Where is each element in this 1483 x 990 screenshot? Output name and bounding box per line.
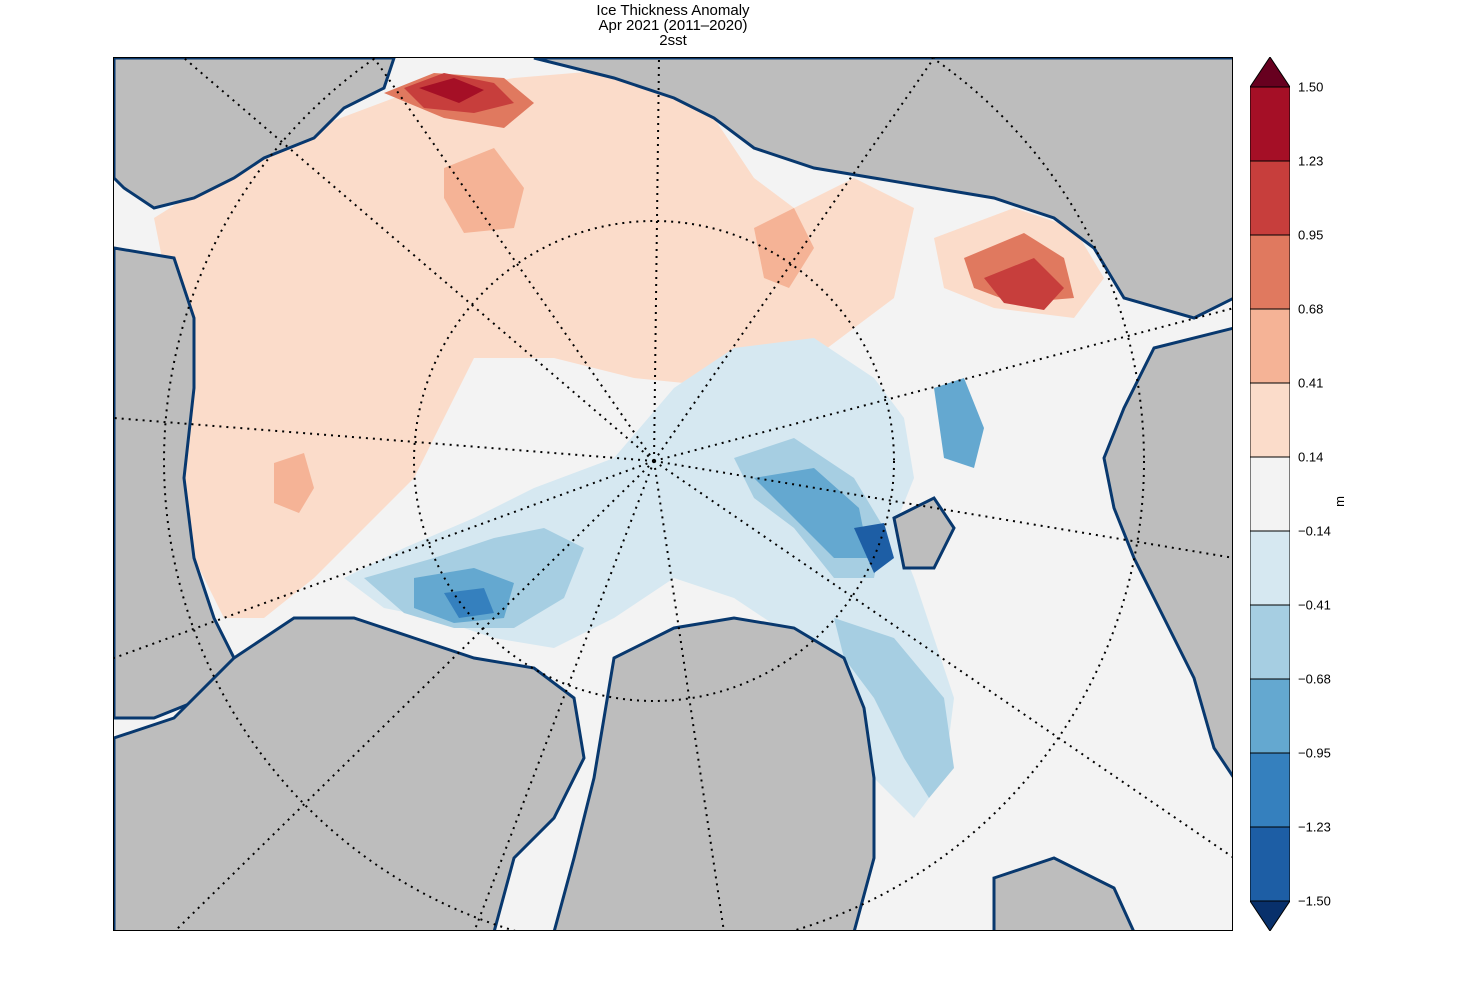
- land-masses: [114, 58, 1232, 930]
- meridian-12: [653, 58, 935, 462]
- colorbar-extend-low: [1250, 900, 1290, 931]
- positive-anomaly-region: [154, 68, 914, 618]
- meridian-9: [653, 460, 1232, 858]
- colorbar-tick-label: −0.68: [1298, 671, 1331, 687]
- colorbar-tick-label: 0.41: [1298, 375, 1324, 391]
- colorbar-segment: [1250, 752, 1290, 828]
- colorbar-tick-label: −1.50: [1298, 893, 1331, 909]
- colorbar-tick-label: −0.95: [1298, 745, 1331, 761]
- colorbar-segment: [1250, 308, 1290, 384]
- positive-anomaly-region-2: [444, 148, 524, 233]
- arctic-map: [114, 58, 1232, 930]
- colorbar-tick-label: −0.14: [1298, 523, 1331, 539]
- parallel-70: [163, 58, 1145, 930]
- colorbar-tick-label: −1.23: [1298, 819, 1331, 835]
- map-panel: [113, 57, 1233, 931]
- map-title-line3: 2sst: [659, 32, 687, 49]
- colorbar-unit: m: [1331, 496, 1347, 507]
- colorbar-segment: [1250, 678, 1290, 754]
- colorbar-tick-label: 0.68: [1298, 301, 1324, 317]
- colorbar-tick-label: 0.14: [1298, 449, 1324, 465]
- meridian-3: [183, 58, 655, 462]
- colorbar-segment: [1250, 826, 1290, 902]
- map-title-line2: Apr 2021 (2011–2020): [598, 17, 748, 34]
- negative-anomaly-region-8: [854, 523, 894, 573]
- positive-anomaly-kara-3: [984, 258, 1064, 310]
- positive-anomaly-region-3: [274, 453, 314, 513]
- positive-anomaly-region-6: [419, 78, 484, 103]
- negative-anomaly-region-4: [754, 468, 869, 558]
- land-bottom-right: [992, 856, 1135, 930]
- positive-anomaly-region-8: [754, 208, 814, 288]
- land-eurasia-top: [114, 58, 396, 210]
- colorbar-tick-label: −0.41: [1298, 597, 1331, 613]
- colorbar-segment: [1250, 604, 1290, 680]
- gridlines: [114, 58, 1232, 930]
- negative-anomaly-region-6: [444, 588, 494, 618]
- meridian-2: [373, 58, 655, 462]
- colorbar-segment: [1250, 160, 1290, 236]
- meridian-11: [653, 307, 1232, 462]
- colorbar: [1250, 57, 1290, 931]
- colorbar-segment: [1250, 234, 1290, 310]
- colorbar-segment: [1250, 382, 1290, 458]
- colorbar-tick-label: 1.23: [1298, 153, 1324, 169]
- meridian-5: [114, 460, 655, 659]
- land-eurasia-top-2: [533, 58, 1232, 320]
- meridian-6: [174, 460, 655, 930]
- meridian-10: [653, 460, 1232, 559]
- land-greenland: [552, 616, 876, 930]
- meridian-7: [473, 460, 655, 930]
- meridian-8: [653, 460, 725, 930]
- colorbar-extend-high: [1250, 57, 1290, 88]
- colorbar-tick-label: 0.95: [1298, 227, 1324, 243]
- map-title-line1: Ice Thickness Anomaly: [596, 2, 750, 19]
- parallel-80: [413, 220, 895, 702]
- land-east-right: [1102, 326, 1232, 778]
- colorbar-segment: [1250, 456, 1290, 532]
- negative-anomaly-region-7: [934, 378, 984, 468]
- colorbar-segment: [1250, 530, 1290, 606]
- land-island-nz: [892, 496, 956, 570]
- negative-anomaly-region-9: [834, 618, 954, 798]
- colorbar-segment: [1250, 86, 1290, 162]
- colorbar-tick-label: 1.50: [1298, 79, 1324, 95]
- land-left: [114, 246, 236, 720]
- land-canada-archipelago: [114, 616, 586, 930]
